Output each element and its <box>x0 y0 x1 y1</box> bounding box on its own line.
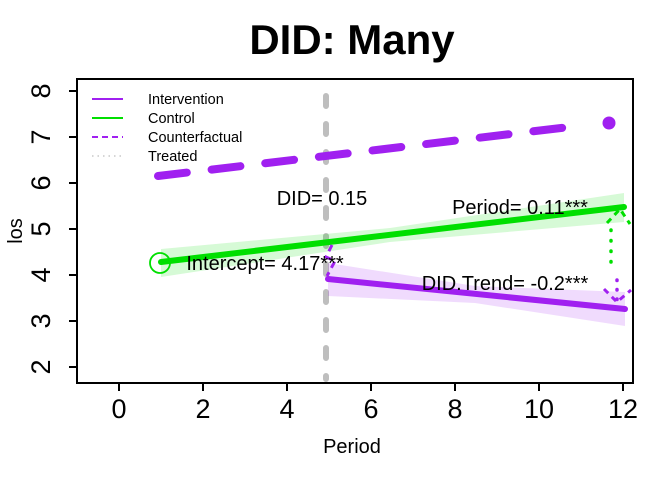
control-line <box>158 204 627 265</box>
plot-legend: Intervention Control Counterfactual Trea… <box>92 92 242 165</box>
legend-item-control: Control <box>92 111 195 127</box>
y-tick-label: 2 <box>26 359 56 374</box>
y-axis-tick-labels: 2 3 4 5 6 7 8 <box>26 83 56 374</box>
legend-label: Counterfactual <box>148 130 242 146</box>
x-tick-label: 4 <box>279 394 294 424</box>
legend-label: Intervention <box>148 92 224 108</box>
legend-item-counterfactual: Counterfactual <box>92 130 242 146</box>
y-axis <box>69 90 77 368</box>
legend-item-intervention: Intervention <box>92 92 224 108</box>
y-tick-label: 8 <box>26 83 56 98</box>
legend-label: Control <box>148 111 195 127</box>
x-tick-label: 8 <box>447 394 462 424</box>
y-tick-label: 6 <box>26 175 56 190</box>
x-axis-tick-labels: 0 2 4 6 8 10 12 <box>111 394 638 424</box>
y-tick-label: 3 <box>26 313 56 328</box>
legend-item-treated: Treated <box>92 149 197 165</box>
x-tick-label: 2 <box>195 394 210 424</box>
counterfactual-endpoint <box>602 116 616 130</box>
legend-label: Treated <box>148 149 197 165</box>
intervention-line <box>325 276 628 312</box>
x-axis-label: Period <box>323 436 381 458</box>
x-tick-label: 0 <box>111 394 126 424</box>
plot-border <box>76 78 634 384</box>
y-tick-label: 7 <box>26 129 56 144</box>
y-tick-label: 5 <box>26 221 56 236</box>
control-start-marker <box>149 252 171 274</box>
y-tick-label: 4 <box>26 267 56 282</box>
intervention-start-arrow <box>323 244 338 277</box>
y-axis-label: los <box>5 218 27 244</box>
annotation-did-trend: DID.Trend= -0.2*** <box>422 273 589 295</box>
x-tick-label: 12 <box>608 394 638 424</box>
chart-title: DID: Many <box>249 16 455 63</box>
x-tick-label: 10 <box>524 394 554 424</box>
annotation-period: Period= 0.11*** <box>452 197 588 219</box>
annotation-did: DID= 0.15 <box>277 188 368 210</box>
x-tick-label: 6 <box>363 394 378 424</box>
counterfactual-line <box>154 121 590 180</box>
x-axis <box>118 383 624 391</box>
annotation-intercept: Intercept= 4.17*** <box>186 253 344 275</box>
